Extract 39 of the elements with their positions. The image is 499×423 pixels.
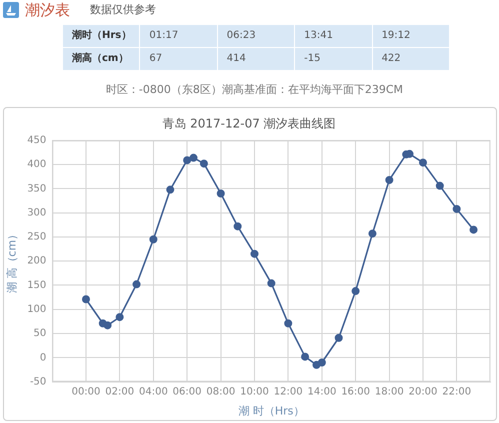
x-tick-label: 14:00 (307, 386, 336, 398)
text: 414 (217, 48, 295, 70)
text: 67 (140, 48, 218, 70)
x-tick-label: 12:00 (274, 386, 303, 398)
y-tick-label: 0 (40, 352, 46, 364)
text: 19:12 (372, 24, 450, 48)
y-tick-label: 300 (27, 207, 46, 218)
text: 潮汐表 (25, 1, 70, 19)
y-tick-label: 200 (27, 256, 46, 267)
x-axis-title: 潮 时（Hrs） (238, 404, 304, 418)
x-tick-label: 18:00 (374, 386, 404, 398)
y-tick-label: 400 (27, 159, 46, 170)
x-tick-label: 06:00 (172, 386, 202, 398)
text: 潮高（cm） (62, 48, 140, 70)
y-tick-label: 450 (27, 134, 46, 146)
y-tick-label: 350 (27, 183, 46, 194)
x-tick-label: 08:00 (206, 386, 236, 398)
chart-title: 青岛 2017-12-07 潮汐表曲线图 (162, 116, 336, 130)
x-tick-label: 00:00 (72, 386, 100, 398)
text: 422 (372, 48, 450, 70)
text: 06:23 (217, 24, 295, 48)
text: -15 (294, 48, 372, 70)
y-tick-label: 150 (27, 280, 46, 291)
x-tick-label: 20:00 (408, 386, 438, 398)
y-tick-label: 250 (27, 232, 46, 243)
y-tick-label: -50 (30, 376, 46, 388)
text: 时区：-0800（东8区）潮高基准面：在平均海平面下239CM (104, 83, 404, 97)
x-tick-label: 16:00 (341, 386, 370, 398)
x-tick-label: 04:00 (138, 386, 168, 398)
y-axis-title: 潮 高（cm） (5, 228, 18, 294)
y-tick-label: 100 (27, 304, 46, 315)
text: 数据仅供参考 (90, 3, 156, 17)
x-tick-label: 10:00 (240, 386, 269, 398)
y-tick-label: 50 (34, 328, 46, 340)
x-tick-label: 02:00 (105, 386, 134, 398)
x-tick-label: 22:00 (442, 386, 472, 398)
text: 01:17 (140, 24, 218, 48)
text: 潮时（Hrs） (62, 24, 140, 48)
text: 13:41 (294, 24, 372, 48)
